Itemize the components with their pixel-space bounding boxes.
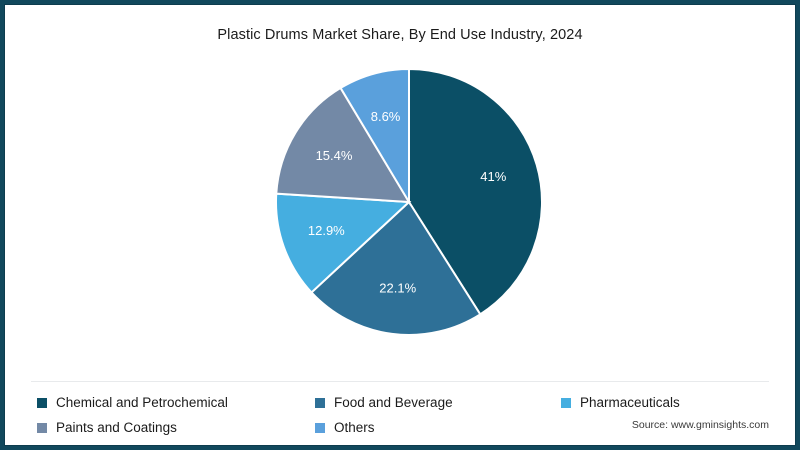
pie-slice-label: 22.1% bbox=[379, 280, 416, 295]
legend-item-pharmaceuticals[interactable]: Pharmaceuticals bbox=[561, 390, 781, 415]
pie-slices bbox=[275, 67, 544, 336]
legend-swatch-icon bbox=[37, 422, 47, 433]
legend-swatch-icon bbox=[561, 397, 571, 408]
legend-item-others[interactable]: Others bbox=[315, 415, 561, 440]
page-title: Plastic Drums Market Share, By End Use I… bbox=[217, 27, 583, 43]
legend-divider bbox=[31, 381, 769, 382]
pie-slice-label: 41% bbox=[480, 169, 506, 184]
pie-slice-label: 15.4% bbox=[316, 148, 353, 163]
legend-item-food-and-beverage[interactable]: Food and Beverage bbox=[315, 390, 561, 415]
legend-item-label: Others bbox=[334, 420, 375, 435]
legend-item-label: Chemical and Petrochemical bbox=[56, 395, 228, 410]
pie-slice[interactable] bbox=[275, 192, 412, 294]
pie-slice[interactable] bbox=[310, 200, 482, 336]
pie-chart-svg: 41% 22.1% 12.9% 15.4% 8.6% bbox=[275, 67, 544, 336]
legend-item-chemical-and-petrochemical[interactable]: Chemical and Petrochemical bbox=[37, 390, 315, 415]
pie-chart-area: 41% 22.1% 12.9% 15.4% 8.6% bbox=[9, 9, 791, 379]
pie-slice[interactable] bbox=[275, 86, 411, 204]
legend-swatch-icon bbox=[315, 422, 325, 433]
legend-swatch-icon bbox=[315, 397, 325, 408]
source-attribution: Source: www.gminsights.com bbox=[631, 419, 769, 431]
legend-swatch-icon bbox=[37, 397, 47, 408]
pie-slice-labels: 41% 22.1% 12.9% 15.4% 8.6% bbox=[308, 109, 507, 296]
pie-slice-label: 8.6% bbox=[371, 109, 401, 124]
pie-slice-label: 12.9% bbox=[308, 223, 345, 238]
chart-card-inner: Plastic Drums Market Share, By End Use I… bbox=[9, 9, 791, 441]
pie-slice[interactable] bbox=[339, 67, 410, 206]
chart-legend: Chemical and Petrochemical Food and Beve… bbox=[37, 390, 781, 440]
legend-item-label: Paints and Coatings bbox=[56, 420, 177, 435]
legend-item-label: Food and Beverage bbox=[334, 395, 453, 410]
legend-item-label: Pharmaceuticals bbox=[580, 395, 680, 410]
legend-item-paints-and-coatings[interactable]: Paints and Coatings bbox=[37, 415, 315, 440]
